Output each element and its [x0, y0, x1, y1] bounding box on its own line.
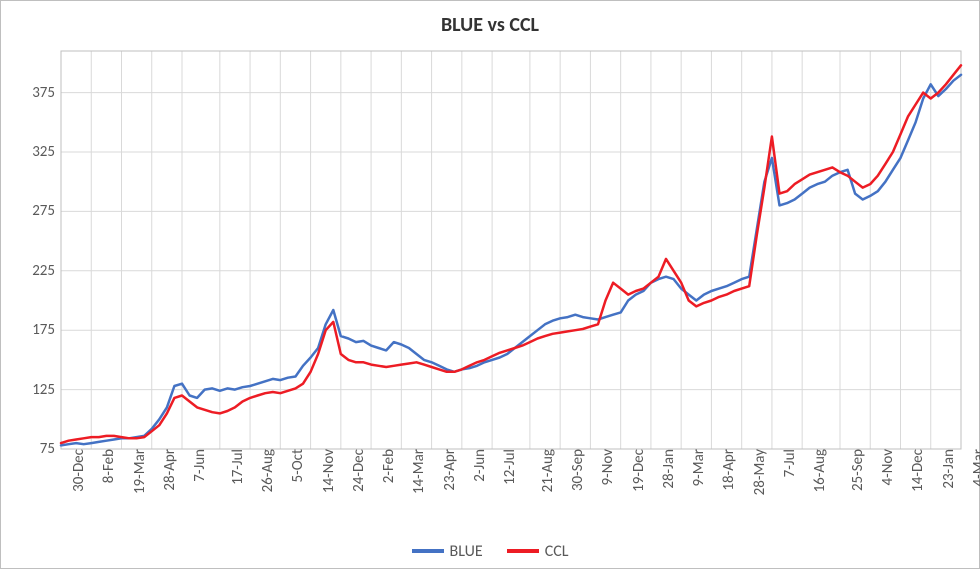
x-tick-label: 28-Apr — [157, 449, 179, 491]
x-tick-label: 7-Jun — [187, 449, 209, 482]
x-tick-label: 23-Jan — [936, 449, 958, 489]
x-tick-label: 12-Jul — [497, 449, 519, 485]
x-tick-label: 19-Dec — [626, 449, 648, 492]
x-tick-label: 4-Mar — [966, 449, 980, 486]
x-tick-label: 24-Dec — [346, 449, 368, 492]
x-tick-label: 4-Nov — [875, 449, 897, 486]
legend-swatch — [412, 549, 444, 553]
y-tick-label: 75 — [40, 440, 61, 458]
chart-container: BLUE vs CCL 7512517522527532537530-Dec8-… — [0, 0, 980, 569]
x-tick-label: 14-Mar — [406, 449, 428, 494]
y-tick-label: 275 — [32, 202, 61, 220]
x-tick-label: 23-Apr — [437, 449, 459, 491]
x-tick-label: 2-Jun — [467, 449, 489, 482]
x-tick-label: 18-Apr — [716, 449, 738, 491]
legend-item-blue: BLUE — [412, 542, 483, 561]
x-tick-label: 8-Feb — [96, 449, 118, 483]
y-tick-label: 175 — [32, 321, 61, 339]
x-tick-label: 30-Sep — [565, 449, 587, 491]
plot-svg — [61, 51, 961, 449]
x-tick-label: 21-Aug — [535, 449, 557, 492]
x-tick-label: 30-Dec — [66, 449, 88, 492]
x-tick-label: 17-Jul — [225, 449, 247, 485]
chart-title: BLUE vs CCL — [1, 13, 979, 37]
y-tick-label: 375 — [32, 84, 61, 102]
legend: BLUE CCL — [1, 539, 979, 561]
x-tick-label: 26-Aug — [255, 449, 277, 492]
x-tick-label: 7-Jul — [777, 449, 799, 477]
y-tick-label: 225 — [32, 262, 61, 280]
x-tick-label: 28-May — [747, 449, 769, 495]
x-tick-label: 28-Jan — [656, 449, 678, 489]
x-tick-label: 5-Oct — [285, 449, 307, 483]
x-tick-label: 9-Nov — [595, 449, 617, 486]
x-tick-label: 25-Sep — [845, 449, 867, 491]
x-tick-label: 19-Mar — [127, 449, 149, 494]
x-tick-label: 14-Nov — [316, 449, 338, 493]
x-tick-label: 16-Aug — [807, 449, 829, 492]
x-tick-label: 2-Feb — [376, 449, 398, 483]
series-line-ccl — [61, 65, 961, 443]
legend-item-ccl: CCL — [507, 542, 569, 561]
plot-area: 7512517522527532537530-Dec8-Feb19-Mar28-… — [61, 51, 961, 449]
y-tick-label: 325 — [32, 143, 61, 161]
x-tick-label: 14-Dec — [905, 449, 927, 492]
legend-label: CCL — [545, 542, 569, 561]
y-tick-label: 125 — [32, 381, 61, 399]
legend-swatch — [507, 549, 539, 553]
legend-label: BLUE — [450, 542, 483, 561]
x-tick-label: 9-Mar — [686, 449, 708, 486]
